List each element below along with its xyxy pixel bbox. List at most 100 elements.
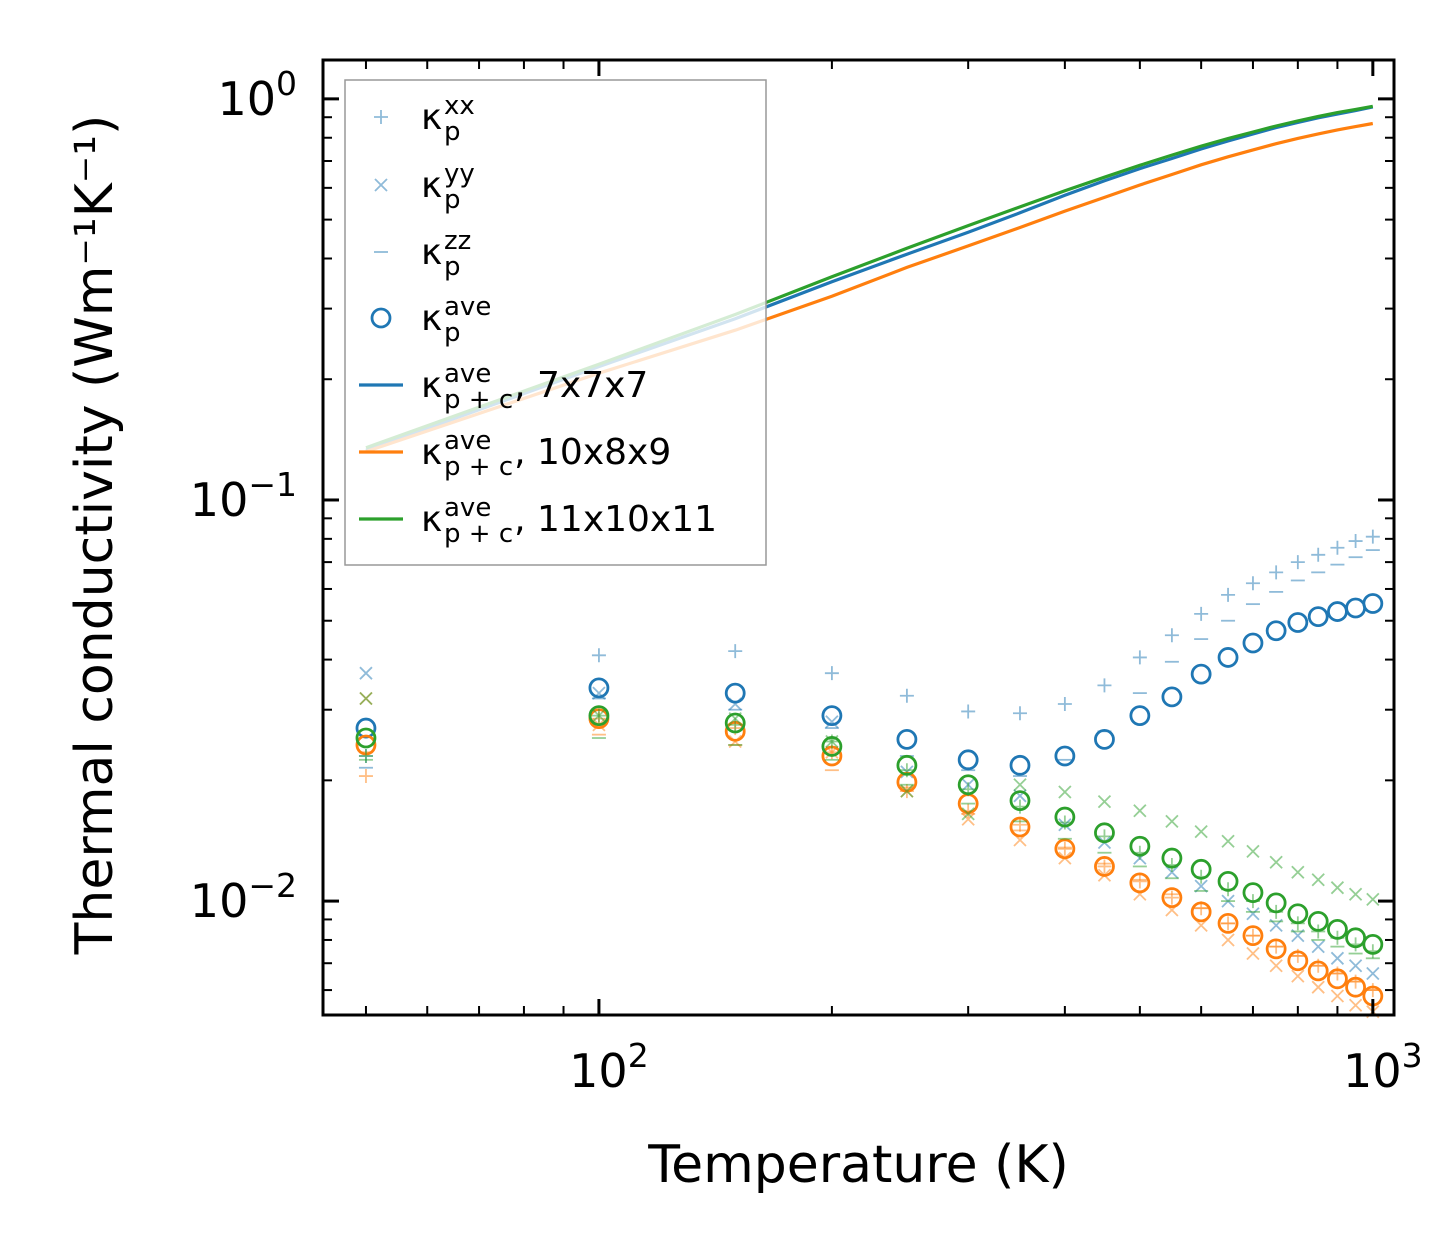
marker-kappa-p-ave	[1327, 918, 1348, 940]
marker-kappa-p-yy	[1194, 824, 1208, 839]
marker-kappa-p-xx	[1012, 799, 1027, 814]
marker-kappa-p-ave	[1129, 705, 1151, 727]
marker-kappa-p-yy	[1058, 785, 1072, 799]
tick-label-exponent: 0	[276, 64, 297, 103]
marker-kappa-p-yy	[900, 784, 914, 798]
legend-label-sup: ave	[444, 359, 491, 389]
y-tick-label: 10−2	[190, 866, 297, 928]
marker-kappa-p-ave	[1362, 593, 1384, 614]
marker-kappa-p-yy	[1291, 865, 1305, 879]
marker-kappa-p-ave	[588, 677, 610, 699]
marker-kappa-p-xx	[1097, 859, 1112, 874]
marker-kappa-p-yy	[1366, 966, 1380, 981]
marker-kappa-p-ave	[1345, 976, 1366, 998]
legend-label-base: κ	[421, 365, 442, 406]
marker-kappa-p-yy	[1221, 834, 1235, 848]
legend-symbol-plus	[374, 110, 388, 124]
marker-kappa-p-ave	[1287, 903, 1309, 925]
legend-label-sub: p	[444, 252, 461, 282]
marker-kappa-p-ave	[957, 749, 979, 771]
legend-label-suffix: , 11x10x11	[514, 499, 717, 540]
legend-label-sub: p + c	[444, 385, 513, 415]
marker-kappa-p-xx	[899, 688, 914, 703]
marker-kappa-p-ave	[588, 705, 610, 727]
y-tick-label: 10−1	[190, 465, 297, 527]
marker-kappa-p-yy	[1133, 804, 1147, 818]
tick-label-base: 10	[190, 874, 249, 928]
marker-kappa-p-ave	[1242, 882, 1264, 903]
legend-label-base: κ	[421, 432, 442, 473]
legend-label-sub: p	[444, 117, 461, 147]
marker-kappa-p-ave	[821, 705, 843, 727]
marker-kappa-p-ave	[1009, 754, 1031, 776]
line-kappa-pc-ave-10x8x9	[365, 121, 1374, 454]
x-axis-label: Temperature (K)	[647, 1135, 1069, 1195]
marker-kappa-p-ave	[1094, 856, 1115, 877]
tick-label-exponent: −2	[248, 866, 297, 905]
marker-kappa-p-yy	[1221, 933, 1235, 947]
marker-kappa-p-yy	[1348, 887, 1363, 901]
x-tick-label: 103	[1343, 1036, 1423, 1098]
line-kappa-pc-ave-11x10x11	[365, 104, 1374, 450]
legend-label-base: κ	[421, 165, 442, 206]
marker-kappa-p-yy	[1348, 959, 1363, 973]
marker-kappa-p-ave	[1190, 663, 1212, 685]
marker-kappa-p-yy	[1246, 907, 1260, 921]
y-axis-label: Thermal conductivity (Wm⁻¹K⁻¹)	[65, 115, 125, 956]
marker-kappa-p-xx	[1164, 890, 1179, 905]
marker-kappa-p-xx	[1012, 817, 1027, 832]
marker-kappa-p-yy	[359, 666, 373, 680]
marker-kappa-p-ave	[1054, 838, 1076, 860]
marker-kappa-p-xx	[1097, 678, 1112, 693]
marker-kappa-p-ave	[1009, 816, 1031, 838]
marker-kappa-p-ave	[1345, 927, 1366, 949]
marker-kappa-p-xx	[1269, 565, 1284, 580]
marker-kappa-p-yy	[1269, 959, 1283, 973]
legend-label-base: κ	[421, 499, 442, 540]
marker-kappa-p-yy	[1366, 892, 1380, 906]
legend-entry: κ zzp	[374, 226, 471, 282]
marker-kappa-p-yy	[1330, 881, 1345, 895]
marker-kappa-p-xx	[1012, 706, 1027, 721]
marker-kappa-p-ave	[1054, 806, 1076, 828]
marker-kappa-p-ave	[724, 682, 746, 704]
marker-kappa-p-yy	[1165, 814, 1179, 829]
marker-kappa-p-yy	[1348, 998, 1363, 1012]
marker-kappa-p-xx	[1348, 534, 1363, 549]
marker-kappa-p-yy	[359, 691, 373, 706]
y-tick-label: 100	[217, 64, 297, 126]
tick-label-base: 10	[569, 1044, 628, 1098]
legend-label-sub: p + c	[444, 519, 513, 549]
marker-kappa-p-xx	[1132, 874, 1147, 889]
legend-entry: κ yyp	[374, 159, 475, 215]
marker-kappa-p-xx	[358, 769, 373, 784]
marker-kappa-p-xx	[1290, 555, 1305, 570]
marker-kappa-p-ave	[1190, 901, 1212, 923]
marker-kappa-p-yy	[1330, 951, 1345, 965]
legend-label-sup: ave	[444, 426, 491, 456]
marker-kappa-p-xx	[1164, 628, 1179, 643]
marker-kappa-p-ave	[1327, 968, 1348, 990]
tick-label-exponent: −1	[248, 465, 297, 504]
legend-label-sub: p	[444, 318, 461, 348]
marker-kappa-p-yy	[1311, 939, 1325, 954]
marker-kappa-p-xx	[1311, 547, 1326, 562]
marker-kappa-p-xx	[1245, 576, 1260, 591]
marker-kappa-p-xx	[1057, 696, 1072, 711]
legend-label-sub: p	[444, 185, 461, 215]
marker-kappa-p-ave	[1307, 606, 1329, 627]
marker-kappa-p-ave	[1265, 620, 1287, 642]
legend-symbol-circle	[370, 307, 392, 329]
marker-kappa-p-yy	[1311, 873, 1325, 887]
legend-label-sup: zz	[444, 226, 471, 256]
marker-kappa-p-yy	[1291, 969, 1305, 983]
marker-kappa-p-ave	[896, 728, 918, 750]
marker-kappa-p-xx	[1365, 529, 1380, 544]
legend-label-base: κ	[421, 232, 442, 273]
x-tick-label: 102	[569, 1036, 649, 1098]
marker-kappa-p-xx	[824, 666, 839, 681]
marker-kappa-p-xx	[1057, 841, 1072, 856]
marker-kappa-p-xx	[591, 648, 606, 663]
marker-kappa-p-ave	[1161, 887, 1183, 909]
